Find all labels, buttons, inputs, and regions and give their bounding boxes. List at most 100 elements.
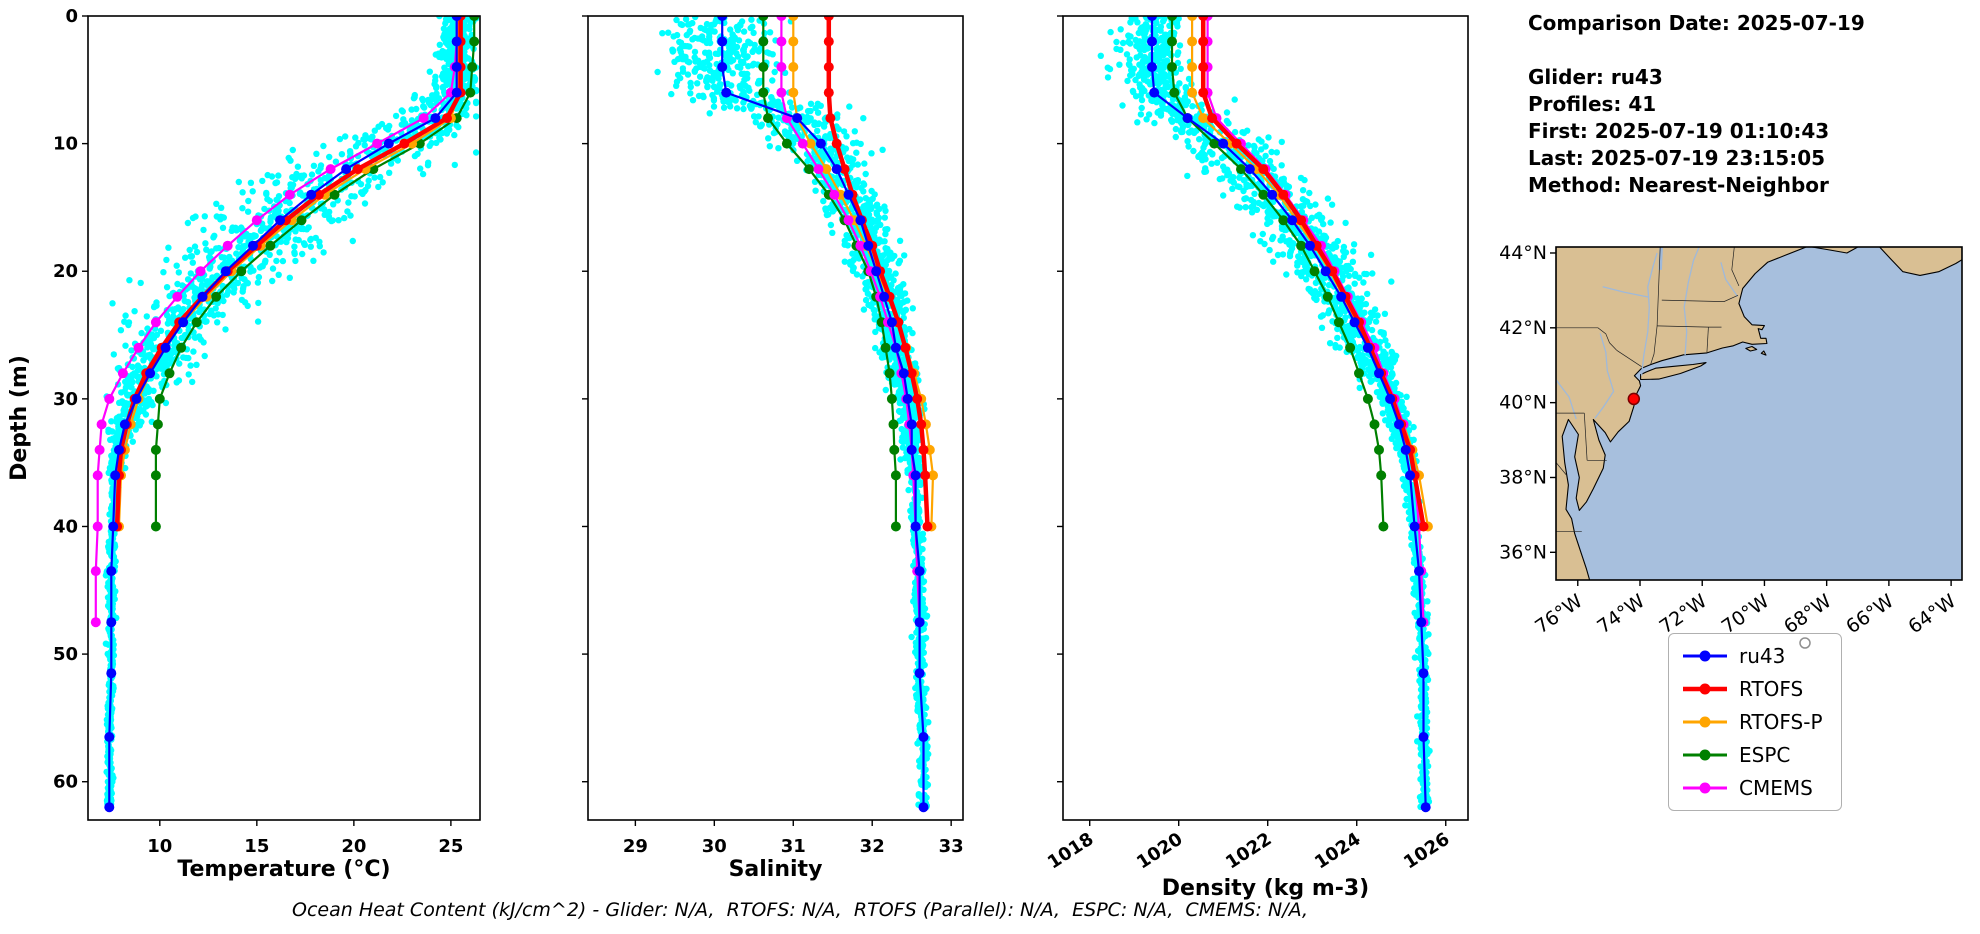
glider-name-text: Glider: ru43 (1528, 65, 1663, 89)
info-block: Comparison Date: 2025-07-19 Glider: ru43… (1528, 10, 1865, 199)
x-tick-label: 1026 (1400, 829, 1453, 874)
series-ESPC (150, 16, 480, 532)
land-mainland (1556, 247, 1859, 580)
lon-tick-label: 70°W (1718, 590, 1774, 638)
legend-label: CMEMS (1739, 776, 1813, 800)
glider-scatter-points (654, 16, 932, 810)
state-borders (1556, 247, 1740, 533)
map-frame (1555, 246, 1963, 581)
lon-tick-label: 68°W (1780, 590, 1836, 638)
x-tick-label: 1020 (1133, 829, 1186, 874)
series-ESPC (1167, 16, 1389, 532)
method-text: Method: Nearest-Neighbor (1528, 173, 1829, 197)
comparison-date-text: Comparison Date: 2025-07-19 (1528, 11, 1865, 35)
map-area (1556, 247, 1962, 580)
lon-axis: 76°W 74°W 72°W 70°W 68°W 66°W 64°W (1531, 580, 1960, 638)
glider-location-marker (1627, 392, 1641, 406)
temperature-xlabel: Temperature (°C) (177, 857, 390, 882)
y-tick-label: 10 (53, 134, 78, 155)
lat-tick-label: 38°N (1500, 466, 1547, 488)
footer-caption: Ocean Heat Content (kJ/cm^2) - Glider: N… (292, 899, 1308, 921)
lat-axis: 44°N 42°N 40°N 38°N 36°N (1500, 242, 1556, 563)
land (1556, 247, 1962, 580)
lat-tick-label: 40°N (1500, 392, 1547, 414)
lat-tick-label: 44°N (1500, 242, 1547, 264)
lon-tick-label: 64°W (1904, 590, 1960, 638)
temperature-plot-area (90, 16, 480, 813)
profiles-count-text: Profiles: 41 (1528, 92, 1657, 116)
first-profile-text: First: 2025-07-19 01:10:43 (1528, 119, 1830, 143)
x-tick-label: 15 (244, 836, 269, 857)
lon-tick-label: 74°W (1593, 590, 1649, 638)
lat-tick-label: 42°N (1500, 317, 1547, 339)
density-panel: 1018 1020 1022 1024 1026 Density (kg m-3) (1044, 15, 1469, 900)
x-axis: 10 15 20 25 (147, 820, 463, 857)
y-tick-label: 50 (53, 644, 78, 665)
legend-line-sample-icon (1683, 749, 1727, 761)
rivers (1556, 247, 1738, 420)
y-axis: 0 10 20 30 40 50 60 (53, 6, 88, 793)
plot-frame (1062, 15, 1469, 821)
legend-item-RTOFS: RTOFS (1681, 677, 1823, 701)
legend-line-sample-icon (1683, 782, 1727, 794)
salinity-xlabel: Salinity (729, 857, 823, 882)
series-ru43 (1147, 16, 1431, 813)
y-tick-label: 0 (65, 6, 78, 27)
salinity-panel: 29 30 31 32 33 Salinity (582, 15, 964, 882)
x-tick-label: 29 (623, 836, 648, 857)
x-tick-label: 10 (147, 836, 172, 857)
x-tick-label: 30 (702, 836, 727, 857)
lon-tick-label: 72°W (1655, 590, 1711, 638)
river-mohawk (1602, 286, 1649, 298)
x-tick-label: 1024 (1311, 829, 1364, 874)
legend-line-sample-icon (1683, 650, 1727, 662)
river-lake-champlain (1658, 247, 1663, 270)
series-ru43 (717, 16, 929, 813)
map-panel: 44°N 42°N 40°N 38°N 36°N 76°W 74°W 72°W 70°W 68°W… (1500, 242, 1963, 638)
stray-marker (1799, 637, 1811, 649)
x-tick-label: 32 (860, 836, 885, 857)
x-axis: 1018 1020 1022 1024 1026 (1044, 820, 1453, 874)
y-tick-label: 60 (53, 772, 78, 793)
legend-item-ru43: ru43 (1681, 644, 1823, 668)
x-tick-label: 1022 (1222, 829, 1275, 874)
last-profile-text: Last: 2025-07-19 23:15:05 (1528, 146, 1826, 170)
x-tick-label: 25 (438, 836, 463, 857)
temperature-panel: 10 15 20 25 0 10 20 30 40 50 60 Temperature (°C) Dep… (7, 6, 481, 882)
land-nova-scotia (1879, 247, 1962, 276)
river-connecticut (1683, 247, 1700, 356)
y-axis (1057, 15, 1063, 783)
series-ru43 (104, 16, 462, 813)
y-tick-label: 40 (53, 516, 78, 537)
river-delaware (1594, 333, 1615, 419)
river-hudson (1640, 252, 1658, 376)
glider-scatter-points (102, 16, 480, 811)
stray-circle-icon (1799, 637, 1811, 649)
y-axis (582, 15, 588, 783)
legend-label: ru43 (1739, 644, 1786, 668)
density-xlabel: Density (kg m-3) (1162, 876, 1370, 900)
legend-item-ESPC: ESPC (1681, 743, 1823, 767)
legend-label: RTOFS-P (1739, 710, 1823, 734)
legend-label: RTOFS (1739, 677, 1804, 701)
land-nantucket (1760, 350, 1767, 356)
salinity-plot-area (654, 16, 938, 813)
lon-tick-label: 76°W (1531, 590, 1587, 638)
y-tick-label: 20 (53, 261, 78, 282)
legend-line-sample-icon (1683, 683, 1727, 695)
series-CMEMS (1202, 16, 1429, 628)
series-CMEMS (90, 16, 462, 628)
legend-line-sample-icon (1683, 716, 1727, 728)
x-tick-label: 31 (781, 836, 806, 857)
x-tick-label: 33 (939, 836, 964, 857)
river-susquehanna (1556, 379, 1577, 420)
x-tick-label: 20 (341, 836, 366, 857)
legend-item-RTOFS-P: RTOFS-P (1681, 710, 1823, 734)
y-tick-label: 30 (53, 389, 78, 410)
legend: ru43 RTOFS RTOFS-P ESPC CMEMS (1668, 633, 1842, 811)
density-plot-area (1097, 16, 1433, 813)
lon-tick-label: 66°W (1842, 590, 1898, 638)
legend-item-CMEMS: CMEMS (1681, 776, 1823, 800)
x-axis: 29 30 31 32 33 (623, 820, 964, 857)
